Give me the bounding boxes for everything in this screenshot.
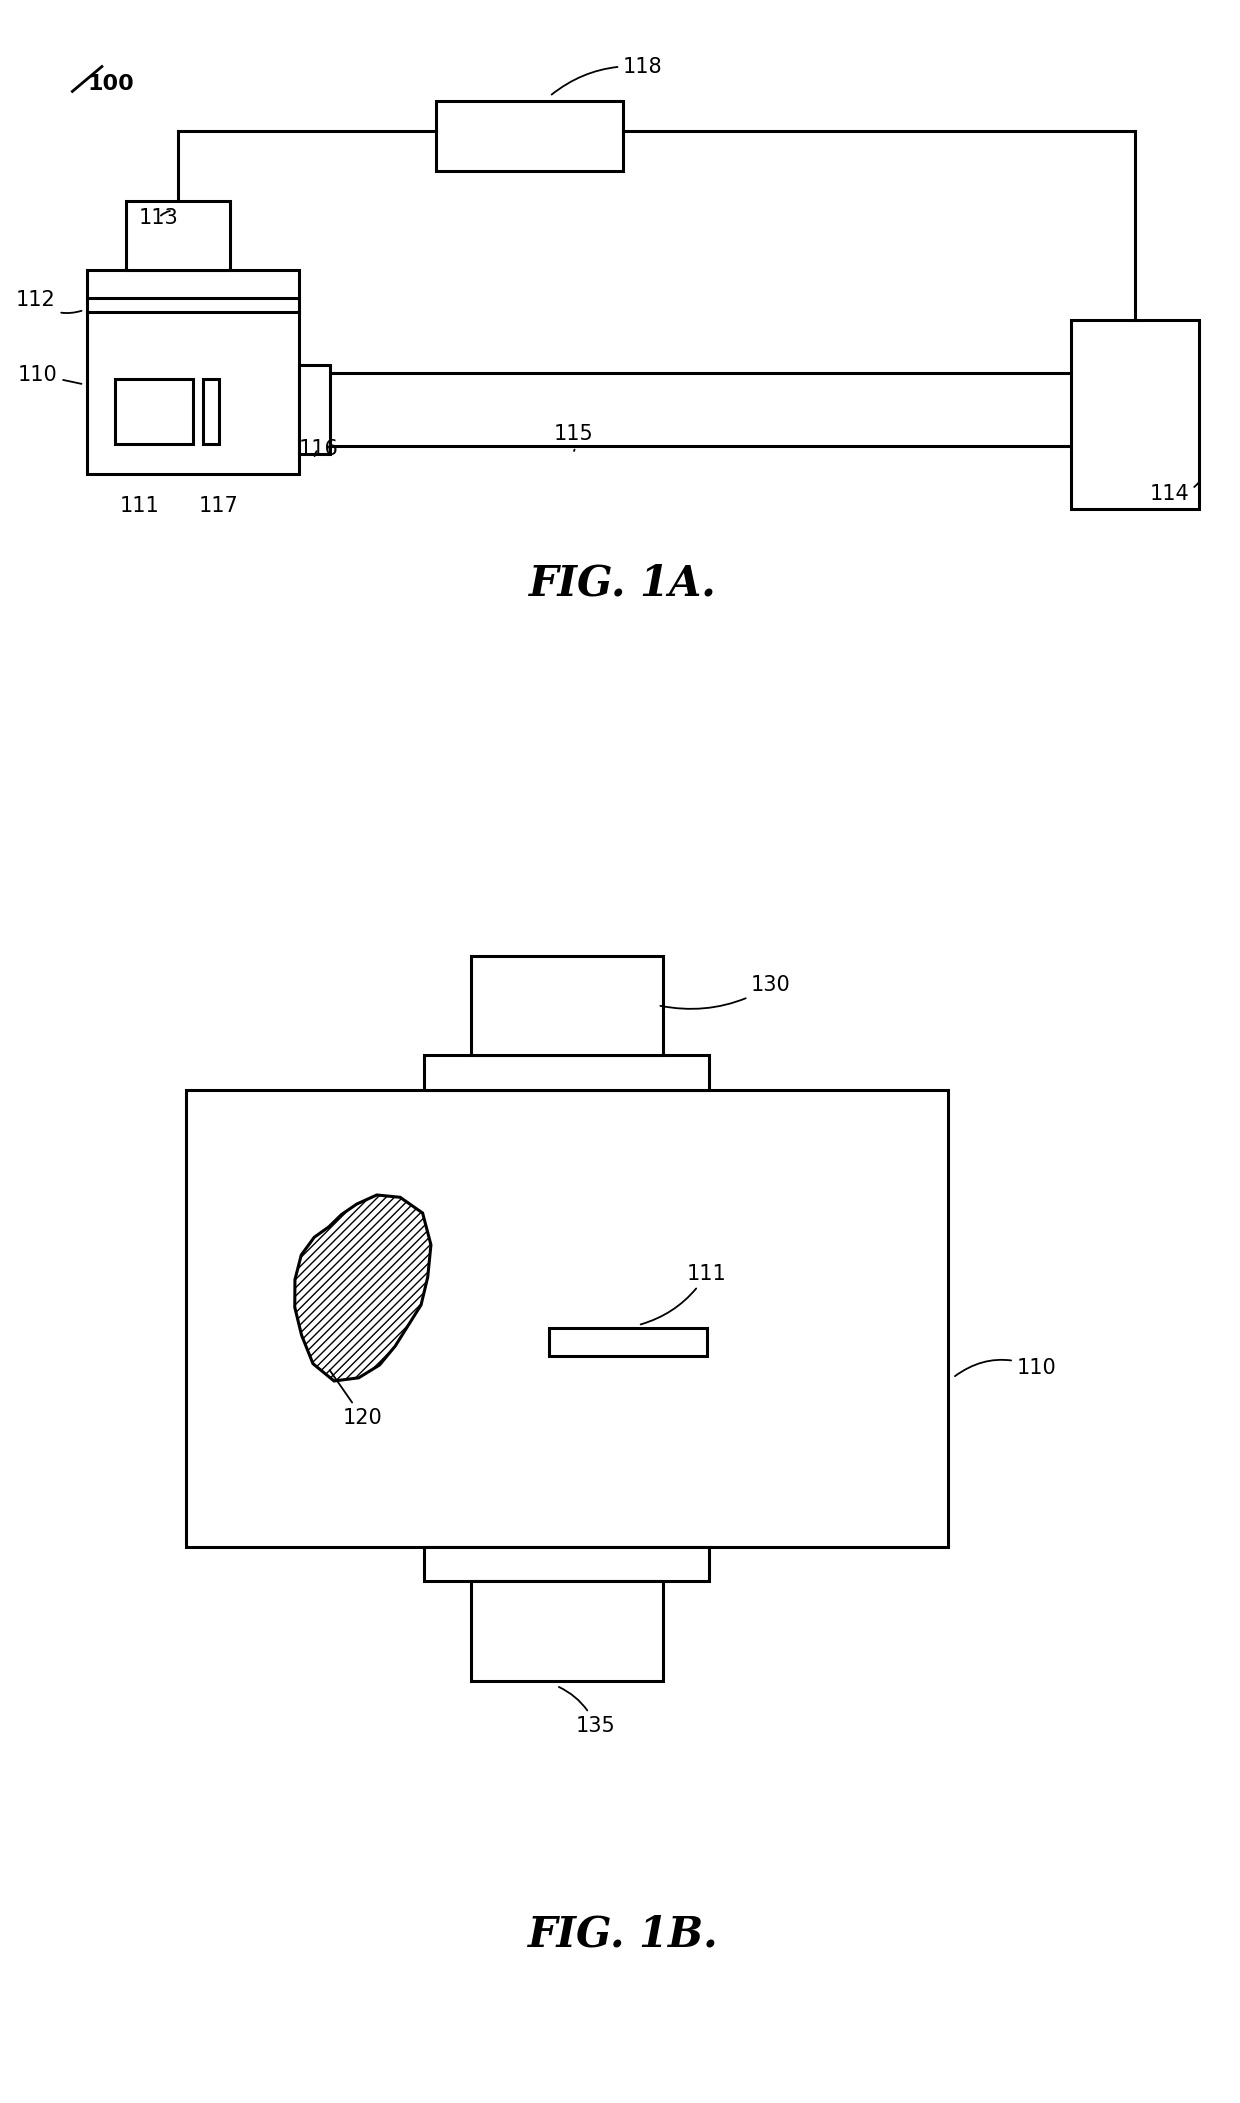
- Text: FIG. 1B.: FIG. 1B.: [528, 1914, 718, 1956]
- Text: 116: 116: [299, 440, 339, 458]
- PathPatch shape: [295, 1195, 432, 1382]
- Text: 100: 100: [87, 74, 134, 95]
- Bar: [424, 1056, 709, 1089]
- Bar: [126, 200, 229, 269]
- Text: 115: 115: [554, 425, 594, 450]
- Bar: [299, 364, 330, 454]
- Text: FIG. 1A.: FIG. 1A.: [529, 562, 717, 604]
- Bar: [203, 379, 219, 444]
- Text: 111: 111: [119, 496, 159, 515]
- Text: 130: 130: [661, 976, 791, 1009]
- Bar: [87, 269, 299, 473]
- Text: 110: 110: [955, 1359, 1056, 1377]
- Text: 112: 112: [16, 290, 82, 313]
- Bar: [436, 101, 624, 170]
- Bar: [424, 1546, 709, 1581]
- Bar: [471, 955, 662, 1056]
- Text: 135: 135: [559, 1687, 615, 1735]
- Bar: [1071, 320, 1199, 509]
- Bar: [186, 1089, 947, 1546]
- Bar: [471, 1581, 662, 1680]
- Text: 110: 110: [17, 364, 82, 385]
- Text: 118: 118: [552, 57, 662, 95]
- Text: 111: 111: [641, 1264, 727, 1325]
- Text: 114: 114: [1149, 482, 1200, 505]
- Text: 117: 117: [200, 496, 239, 515]
- Text: 113: 113: [139, 208, 179, 227]
- Text: 120: 120: [330, 1371, 382, 1428]
- Bar: [114, 379, 193, 444]
- Bar: [549, 1329, 707, 1356]
